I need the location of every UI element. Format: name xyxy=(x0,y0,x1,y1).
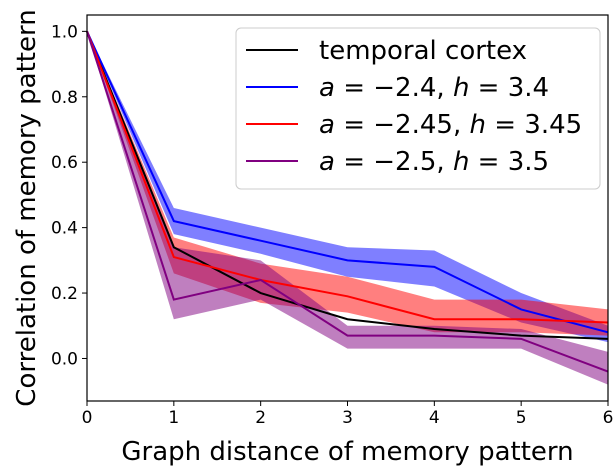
confidence-bands xyxy=(87,31,608,385)
x-tick-label: 6 xyxy=(603,408,614,428)
series-line-1 xyxy=(86,30,609,334)
x-tick-label: 2 xyxy=(255,408,266,428)
series-lines xyxy=(86,30,609,373)
x-tick-label: 4 xyxy=(429,408,440,428)
series-line-3 xyxy=(86,31,609,373)
y-tick-label: 1.0 xyxy=(51,22,78,42)
legend-entry-2: a = −2.45, h = 3.45 xyxy=(319,110,582,140)
legend-entry-1: a = −2.4, h = 3.4 xyxy=(319,73,549,103)
y-tick-label: 0.8 xyxy=(51,88,78,108)
x-tick-label: 3 xyxy=(342,408,353,428)
x-tick-label: 1 xyxy=(168,408,179,428)
x-axis-ticks: 0 1 2 3 4 5 6 xyxy=(82,401,614,428)
series-line-0 xyxy=(86,30,609,340)
legend: temporal cortex a = −2.4, h = 3.4 a = −2.4… xyxy=(235,27,601,190)
legend-entry-0: temporal cortex xyxy=(319,36,527,66)
legend-box xyxy=(235,27,601,190)
y-axis-ticks: 0.0 0.2 0.4 0.6 0.8 1.0 xyxy=(51,22,87,369)
y-tick-label: 0.0 xyxy=(51,349,78,369)
confidence-band-3 xyxy=(87,31,608,385)
series-line-2 xyxy=(86,30,609,324)
y-tick-label: 0.6 xyxy=(51,153,78,173)
x-tick-label: 5 xyxy=(516,408,527,428)
x-tick-label: 0 xyxy=(82,408,93,428)
y-axis-label: Correlation of memory pattern xyxy=(12,9,42,406)
y-tick-label: 0.2 xyxy=(51,284,78,304)
y-tick-label: 0.4 xyxy=(51,219,78,239)
legend-entry-3: a = −2.5, h = 3.5 xyxy=(319,147,549,177)
x-axis-label: Graph distance of memory pattern xyxy=(121,437,573,466)
